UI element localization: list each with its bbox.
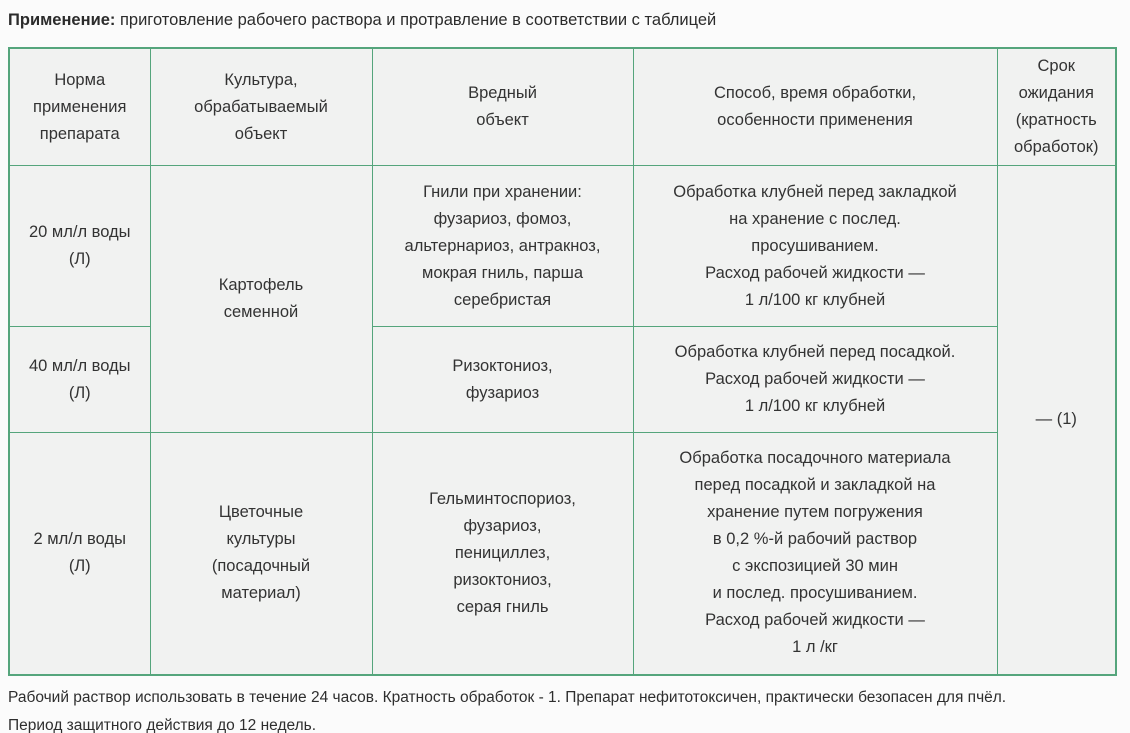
cell-method-row1: Обработка клубней перед закладкой на хра… — [632, 165, 998, 327]
table-row: 2 мл/л воды (Л) Цветочные культуры (поса… — [8, 432, 1116, 675]
table-header-row: Норма применения препарата Культура, обр… — [8, 47, 1117, 166]
header-waiting-period: Срок ожидания (кратность обработок) — [996, 47, 1117, 166]
application-table: Норма применения препарата Культура, обр… — [8, 47, 1117, 676]
cell-rate-row2: 40 мл/л воды (Л) — [8, 326, 151, 433]
cell-method-row3: Обработка посадочного материала перед по… — [632, 432, 998, 675]
table-row: 40 мл/л воды (Л) Ризоктониоз, фузариоз О… — [8, 326, 1116, 433]
header-crop-object: Культура, обрабатываемый объект — [149, 47, 373, 166]
cell-pest-row2: Ризоктониоз, фузариоз — [371, 326, 634, 433]
title-label: Применение: — [8, 11, 116, 29]
footer-notes: Рабочий раствор использовать в течение 2… — [8, 688, 1007, 733]
cell-pest-row1: Гнили при хранении: фузариоз, фомоз, аль… — [371, 165, 634, 327]
cell-rate-row3: 2 мл/л воды (Л) — [8, 432, 151, 675]
header-method-time: Способ, время обработки, особенности при… — [632, 47, 998, 166]
table-row: 20 мл/л воды (Л) Картофель семенной Гнил… — [8, 165, 1117, 675]
cell-crop-potato: Картофель семенной — [149, 165, 373, 433]
cell-waiting-period: — (1) — [996, 165, 1117, 675]
title-text: приготовление рабочего раствора и протра… — [115, 11, 717, 29]
header-harmful-object: Вредный объект — [371, 47, 634, 166]
cell-rate-row1: 20 мл/л воды (Л) — [8, 165, 151, 327]
cell-method-row2: Обработка клубней перед посадкой. Расход… — [632, 326, 998, 433]
cell-crop-flowers: Цветочные культуры (посадочный материал) — [149, 432, 373, 675]
page-title: Применение: приготовление рабочего раств… — [8, 9, 1122, 31]
header-application-rate: Норма применения препарата — [8, 47, 151, 166]
cell-pest-row3: Гельминтоспориоз, фузариоз, пенициллез, … — [371, 432, 634, 675]
